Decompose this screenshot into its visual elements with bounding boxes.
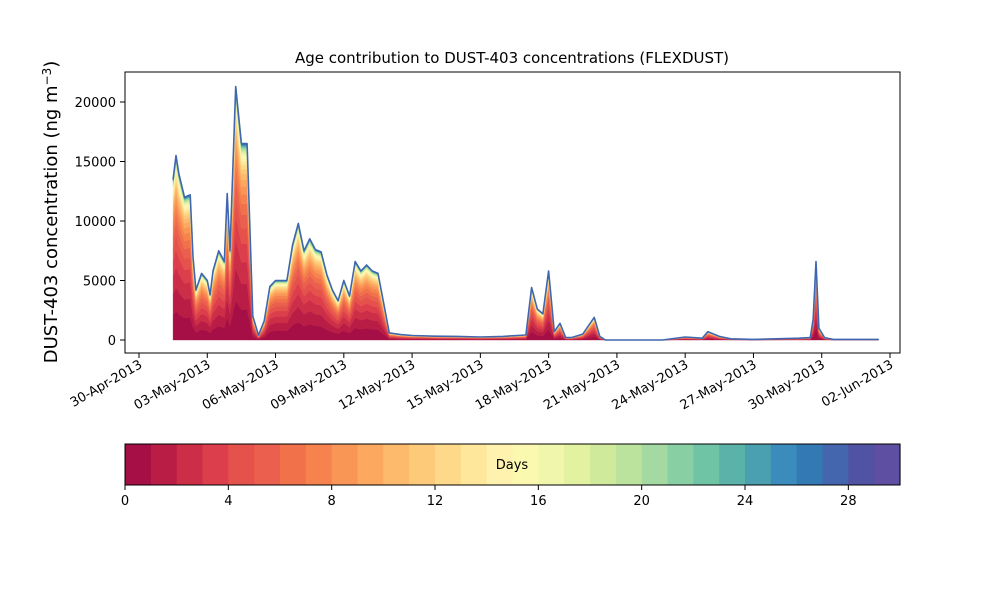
colorbar-cell-2 [176, 444, 204, 485]
x-tick-label: 12-May-2013 [336, 357, 418, 413]
x-tick-label: 09-May-2013 [268, 357, 350, 413]
y-tick-label: 10000 [75, 215, 116, 230]
colorbar-cell-13 [460, 444, 488, 485]
colorbar-cell-23 [719, 444, 746, 485]
total-concentration-line [172, 85, 879, 341]
colorbar-label: Days [496, 458, 529, 473]
y-axis-label: DUST-403 concentration (ng m−3) [40, 61, 62, 364]
colorbar-cell-25 [770, 444, 798, 485]
colorbar-tick-label: 12 [427, 494, 444, 509]
colorbar-cell-22 [693, 444, 720, 485]
colorbar-cell-18 [590, 444, 617, 485]
colorbar-tick-label: 28 [840, 494, 857, 509]
main-plot: 30-Apr-201303-May-201306-May-201309-May-… [68, 71, 901, 413]
colorbar-tick-label: 8 [328, 494, 336, 509]
y-axis-label-main: DUST-403 concentration (ng m [41, 85, 62, 363]
y-tick-label: 0 [108, 334, 116, 349]
x-tick-label: 03-May-2013 [132, 357, 214, 413]
colorbar-cell-8 [331, 444, 359, 485]
x-tick-label: 02-Jun-2013 [819, 357, 896, 410]
colorbar-cells [125, 444, 901, 485]
colorbar-cell-5 [254, 444, 281, 485]
colorbar-cell-21 [667, 444, 694, 485]
colorbar-tick-label: 20 [633, 494, 650, 509]
x-tick-label: 21-May-2013 [541, 357, 623, 413]
x-tick-label: 15-May-2013 [405, 357, 487, 413]
colorbar-cell-4 [228, 444, 255, 485]
colorbar-cell-11 [409, 444, 436, 485]
colorbar-tick-label: 24 [737, 494, 754, 509]
colorbar-cell-15 [512, 444, 539, 485]
colorbar-cell-28 [848, 444, 875, 485]
y-tick-label: 5000 [83, 275, 116, 290]
y-tick-label: 20000 [75, 96, 116, 111]
colorbar-cell-7 [305, 444, 333, 485]
colorbar-cell-3 [202, 444, 229, 485]
y-axis-ticks: 0 5000 10000 15000 20000 [75, 96, 125, 349]
colorbar-cell-29 [874, 444, 901, 485]
age-bands [172, 86, 879, 341]
x-axis-ticks: 30-Apr-201303-May-201306-May-201309-May-… [68, 353, 896, 413]
x-tick-label: 30-May-2013 [746, 357, 828, 413]
y-axis-label-suffix: ) [41, 61, 62, 68]
colorbar-frame [124, 443, 901, 486]
y-axis-label-exponent: −3 [40, 68, 54, 86]
colorbar-ticks: 0 4 8 12 16 20 24 28 [121, 485, 857, 509]
colorbar-cell-17 [564, 444, 591, 485]
x-tick-label: 24-May-2013 [610, 357, 692, 413]
x-tick-label: 27-May-2013 [678, 357, 760, 413]
plot-frame [124, 71, 901, 354]
chart-title: Age contribution to DUST-403 concentrati… [295, 49, 729, 67]
colorbar-cell-12 [435, 444, 462, 485]
colorbar: Days 0 4 8 12 16 20 24 28 [121, 443, 901, 509]
colorbar-cell-20 [641, 444, 669, 485]
y-tick-label: 15000 [75, 156, 116, 171]
colorbar-cell-1 [150, 444, 178, 485]
colorbar-tick-label: 4 [224, 494, 232, 509]
colorbar-cell-26 [796, 444, 824, 485]
colorbar-tick-label: 16 [530, 494, 547, 509]
colorbar-cell-9 [357, 444, 384, 485]
colorbar-tick-label: 0 [121, 494, 129, 509]
colorbar-cell-24 [745, 444, 772, 485]
colorbar-cell-16 [538, 444, 565, 485]
colorbar-cell-0 [125, 444, 152, 485]
colorbar-cell-19 [615, 444, 643, 485]
x-tick-label: 06-May-2013 [200, 357, 282, 413]
colorbar-cell-10 [383, 444, 410, 485]
colorbar-cell-27 [822, 444, 849, 485]
colorbar-cell-6 [280, 444, 307, 485]
x-tick-label: 18-May-2013 [473, 357, 555, 413]
colorbar-cell-14 [486, 444, 514, 485]
